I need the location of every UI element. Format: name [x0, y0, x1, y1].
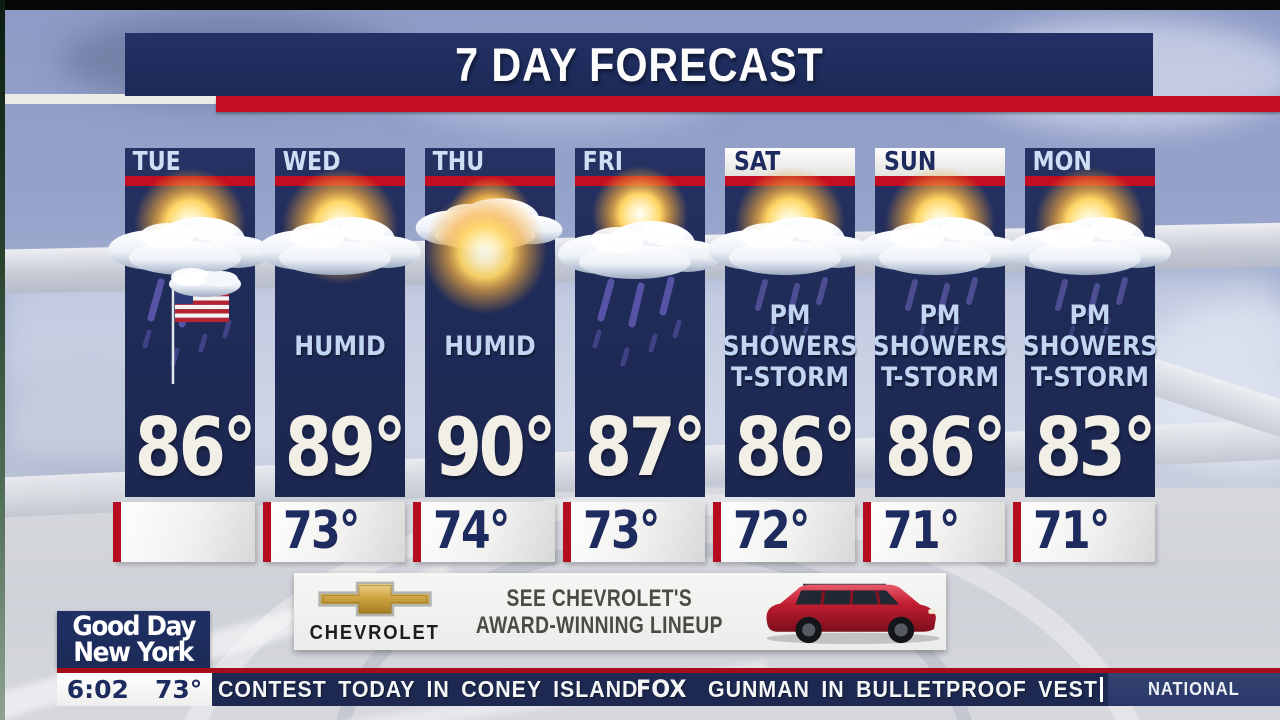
ticker-headline-right: GUNMAN IN BULLETPROOF VEST OPE — [708, 676, 1158, 702]
sun-cloud-showers-flag-icon — [108, 168, 271, 384]
left-edge-artifact — [0, 0, 5, 720]
low-box-accent — [1013, 502, 1021, 562]
sponsor-headline-line2: AWARD-WINNING LINEUP — [476, 611, 724, 639]
forecast-card-tue: TUE 86° — [108, 148, 271, 497]
high-temp: 86° — [134, 401, 257, 494]
low-box-accent — [113, 502, 121, 562]
low-box-accent — [713, 502, 721, 562]
day-label: SUN — [875, 148, 1005, 177]
high-temp: 86° — [884, 401, 1007, 494]
low-temp: 72° — [733, 501, 810, 561]
chevrolet-bowtie-icon — [317, 581, 432, 617]
high-temp: 86° — [734, 401, 857, 494]
ticker-cursor — [1100, 677, 1103, 702]
condition-label — [583, 298, 697, 394]
sun-small-cloud-icon — [415, 176, 563, 314]
low-temp: 71° — [1033, 501, 1110, 561]
sun-cloud-light-rain-icon — [858, 167, 1021, 400]
clock-time: 6:02 — [66, 675, 129, 704]
sponsor-brand: CHEVROLET — [309, 622, 440, 644]
forecast-card-fri: FRI 87° — [558, 147, 721, 497]
forecast-card-wed: WED HUMID 89° — [258, 148, 421, 497]
forecast-card-thu: THU HUMID 90° — [415, 147, 563, 497]
fox-logo: FOX — [636, 675, 687, 703]
low-box-accent — [413, 502, 421, 562]
day-label: THU — [432, 147, 485, 177]
low-temp-box — [113, 502, 255, 562]
low-temp-box: 73° — [263, 502, 405, 562]
low-box-accent — [563, 502, 571, 562]
low-temp: 73° — [583, 501, 660, 561]
station-name-line2: New York — [73, 636, 195, 668]
ticker-category-tag: NATIONAL — [1108, 673, 1280, 706]
red-suv-image — [766, 583, 940, 644]
current-temp: 73° — [154, 675, 203, 704]
condition-label — [133, 298, 247, 394]
page-title: 7 DAY FORECAST — [454, 38, 824, 91]
low-temp-box: 71° — [1013, 502, 1155, 562]
high-temp: 87° — [584, 401, 707, 494]
title-banner: 7 DAY FORECAST — [125, 33, 1153, 96]
low-temp-box: 74° — [413, 502, 555, 562]
sun-cloud-light-rain-icon — [708, 167, 871, 400]
low-temp-box: 73° — [563, 502, 705, 562]
sponsor-headline: SEE CHEVROLET'S AWARD-WINNING LINEUP — [476, 585, 723, 639]
low-temp-box: 72° — [713, 502, 855, 562]
us-flag — [169, 268, 241, 384]
sponsor-logo-block: CHEVROLET — [304, 578, 445, 645]
condition-label: PM SHOWERS T-STORM — [722, 299, 858, 393]
day-label: FRI — [582, 147, 623, 177]
low-temp: 74° — [433, 501, 510, 561]
news-ticker: CONTEST TODAY IN CONEY ISLAND FOX GUNMAN… — [212, 673, 1280, 706]
condition-label: PM SHOWERS T-STORM — [1022, 299, 1158, 393]
cloud-rain-icon — [558, 166, 721, 400]
high-temp: 90° — [434, 401, 557, 494]
station-name-line1: Good Day — [72, 610, 196, 642]
top-letterbox-bar — [0, 0, 1280, 10]
low-box-accent — [863, 502, 871, 562]
sun-cloud-icon — [258, 168, 421, 284]
station-logo: Good Day New York — [57, 611, 210, 668]
day-label: SAT — [725, 148, 855, 177]
time-temp-bug: 6:02 73° — [57, 673, 212, 706]
condition-label: HUMID — [444, 330, 536, 362]
sun-cloud-light-rain-icon — [1008, 167, 1171, 400]
sponsor-headline-line1: SEE CHEVROLET'S — [506, 584, 693, 612]
forecast-card-mon: MON PM SHOWERS T-STORM 83° — [1008, 148, 1171, 497]
condition-label: PM SHOWERS T-STORM — [872, 299, 1008, 393]
ticker-headline-left: CONTEST TODAY IN CONEY ISLAND — [218, 676, 639, 702]
low-box-accent — [263, 502, 271, 562]
condition-label: HUMID — [294, 330, 386, 362]
forecast-card-sun: SUN PM SHOWERS T-STORM 86° — [858, 148, 1021, 497]
low-temp: 73° — [283, 501, 360, 561]
sponsor-banner: CHEVROLET SEE CHEVROLET'S AWARD-WINNING … — [294, 573, 946, 650]
high-temp: 89° — [284, 401, 407, 494]
low-temp: 71° — [883, 501, 960, 561]
forecast-card-sat: SAT PM SHOWERS T-STORM 86° — [708, 148, 871, 497]
title-underline-white — [0, 94, 216, 104]
high-temp: 83° — [1034, 401, 1157, 494]
sponsor-vehicle-block — [754, 578, 952, 646]
low-temp-box: 71° — [863, 502, 1005, 562]
ticker-top-rule — [57, 668, 1280, 673]
title-underline-red — [216, 96, 1280, 112]
